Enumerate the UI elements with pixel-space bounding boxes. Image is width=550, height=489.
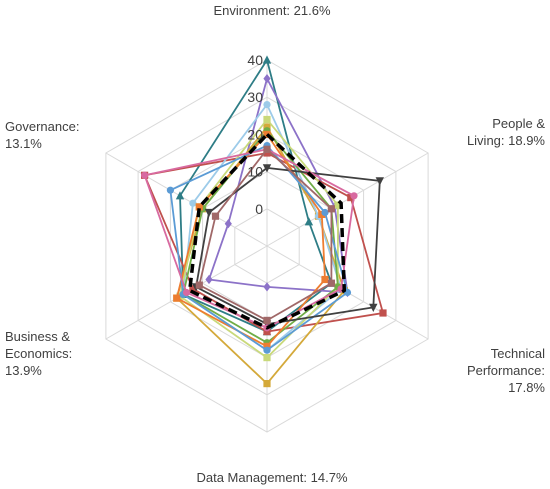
series-10-line xyxy=(195,166,381,326)
series-13 xyxy=(187,132,347,330)
series-5-point-governance xyxy=(189,199,197,207)
series-9-point-data-management xyxy=(263,346,271,354)
series-3-point-business-and-economics xyxy=(189,285,197,293)
series-3-point-data-management xyxy=(263,328,271,336)
series-4-point-data-management xyxy=(263,380,271,388)
series-12-point-technical-performance xyxy=(327,279,335,287)
series-1-point-people-and-living xyxy=(304,217,314,226)
axis-label-environment: Environment: 21.6% xyxy=(213,3,331,18)
tick-label-40: 40 xyxy=(247,52,263,68)
series-11-point-people-and-living xyxy=(350,192,358,200)
series-3-point-environment xyxy=(263,149,271,157)
series-1-point-governance xyxy=(175,191,185,200)
series-2-point-environment xyxy=(263,74,271,84)
axis-label-data-management: Data Management: 14.7% xyxy=(196,470,347,485)
axis-label-business-and-economics: Business & Economics: 13.9% xyxy=(5,329,72,378)
series-6-point-people-and-living xyxy=(334,201,342,209)
series-2-point-business-and-economics xyxy=(205,274,213,285)
series-10-point-environment xyxy=(262,164,272,173)
series-11-point-business-and-economics xyxy=(182,288,191,297)
series-4-point-environment xyxy=(263,123,271,131)
series-6-point-data-management xyxy=(263,354,271,362)
series-9-point-governance xyxy=(166,186,174,194)
axis-label-technical-performance: Technical Performance: 17.8% xyxy=(467,346,545,395)
radar-tick-labels: 0 10 20 30 40 xyxy=(247,52,263,217)
series-12-point-people-and-living xyxy=(327,205,335,213)
series-10-point-technical-performance xyxy=(369,303,378,312)
radar-series xyxy=(141,55,387,388)
series-12-point-data-management xyxy=(263,316,271,324)
radar-spokes xyxy=(105,60,429,432)
series-2-point-data-management xyxy=(263,282,271,292)
axis-label-governance: Governance: 13.1% xyxy=(5,119,79,151)
series-6-point-environment xyxy=(263,115,271,124)
series-8-point-data-management xyxy=(263,342,271,350)
spoke-governance xyxy=(105,152,268,247)
series-11-point-governance xyxy=(141,171,149,179)
series-3-point-technical-performance xyxy=(379,309,387,317)
series-9-point-people-and-living xyxy=(321,208,329,217)
series-1-point-environment xyxy=(262,55,272,64)
tick-label-0: 0 xyxy=(255,201,263,217)
radar-axis-labels: Environment: 21.6% People & Living: 18.9% T… xyxy=(5,3,545,485)
series-2-point-governance xyxy=(224,219,232,229)
series-12-point-business-and-economics xyxy=(195,281,203,289)
series-13-line xyxy=(187,132,347,330)
tick-label-10: 10 xyxy=(247,164,263,180)
series-5-point-environment xyxy=(263,101,271,109)
series-10-point-people-and-living xyxy=(375,177,384,186)
series-3-point-people-and-living xyxy=(347,194,355,202)
series-8-point-people-and-living xyxy=(318,210,326,218)
series-12 xyxy=(195,145,335,324)
series-8-point-governance xyxy=(195,203,203,211)
series-8-point-technical-performance xyxy=(321,275,329,284)
tick-label-20: 20 xyxy=(247,126,263,142)
series-12-point-environment xyxy=(263,145,271,153)
axis-label-people-and-living: People & Living: 18.9% xyxy=(467,116,545,148)
series-8-point-business-and-economics xyxy=(173,294,181,302)
tick-label-30: 30 xyxy=(247,89,263,105)
series-10-point-governance xyxy=(204,208,214,218)
series-12-point-governance xyxy=(211,212,220,220)
